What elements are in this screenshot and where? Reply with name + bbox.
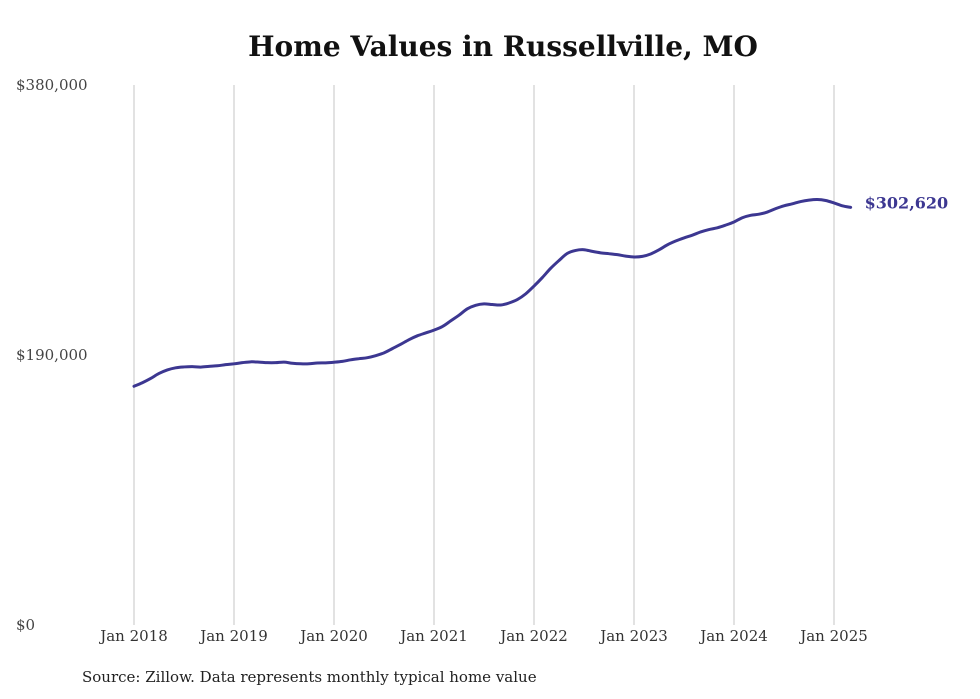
x-tick-label: Jan 2019 bbox=[198, 627, 268, 645]
x-tick-label: Jan 2025 bbox=[798, 627, 868, 645]
series-layer: $302,620 bbox=[132, 193, 949, 388]
series-line bbox=[132, 198, 853, 388]
x-tick-label: Jan 2020 bbox=[298, 627, 368, 645]
x-tick-label: Jan 2023 bbox=[598, 627, 668, 645]
end-value-label: $302,620 bbox=[865, 193, 949, 212]
x-tick-label: Jan 2021 bbox=[398, 627, 468, 645]
source-note: Source: Zillow. Data represents monthly … bbox=[82, 668, 537, 686]
x-axis-ticks: Jan 2018 Jan 2019 Jan 2020 Jan 2021 Jan 2022… bbox=[98, 627, 868, 645]
grid-lines bbox=[133, 85, 835, 625]
y-axis-ticks: $0 $190,000 $380,000 bbox=[16, 76, 88, 634]
x-tick-label: Jan 2024 bbox=[698, 627, 768, 645]
y-tick-label: $380,000 bbox=[16, 76, 88, 94]
chart-title: Home Values in Russellville, MO bbox=[248, 30, 758, 63]
x-tick-label: Jan 2022 bbox=[498, 627, 568, 645]
y-tick-label: $190,000 bbox=[16, 346, 88, 364]
y-tick-label: $0 bbox=[16, 616, 35, 634]
x-tick-label: Jan 2018 bbox=[98, 627, 168, 645]
